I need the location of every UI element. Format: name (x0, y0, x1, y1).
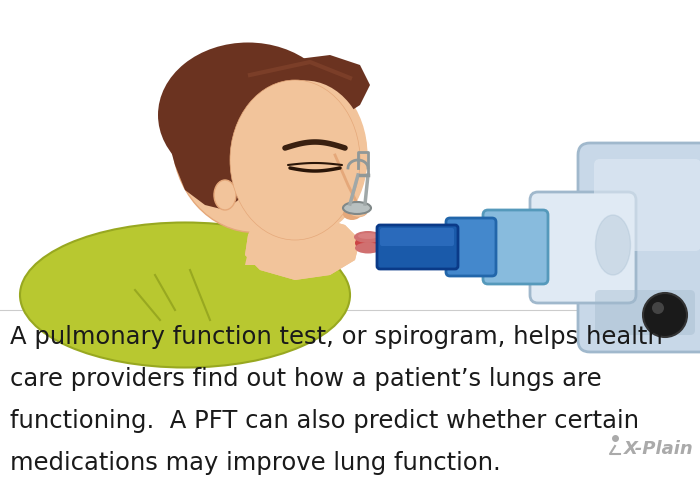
Ellipse shape (230, 80, 360, 240)
FancyBboxPatch shape (380, 228, 454, 246)
Text: A pulmonary function test, or spirogram, helps health: A pulmonary function test, or spirogram,… (10, 325, 663, 349)
FancyBboxPatch shape (595, 290, 695, 335)
Circle shape (652, 302, 664, 314)
Ellipse shape (242, 81, 368, 236)
FancyBboxPatch shape (483, 210, 548, 284)
Polygon shape (270, 55, 370, 122)
FancyBboxPatch shape (594, 159, 700, 251)
Ellipse shape (343, 208, 361, 220)
Text: functioning.  A PFT can also predict whether certain: functioning. A PFT can also predict whet… (10, 409, 639, 433)
FancyBboxPatch shape (446, 218, 496, 276)
Ellipse shape (343, 202, 371, 214)
Ellipse shape (358, 233, 378, 239)
Ellipse shape (355, 235, 385, 251)
Polygon shape (168, 88, 265, 210)
Ellipse shape (354, 231, 382, 243)
FancyBboxPatch shape (377, 225, 458, 269)
Polygon shape (245, 210, 360, 280)
Polygon shape (245, 220, 305, 265)
FancyBboxPatch shape (578, 143, 700, 352)
Ellipse shape (596, 215, 631, 275)
Polygon shape (245, 210, 360, 280)
Ellipse shape (214, 180, 236, 210)
Text: care providers find out how a patient’s lungs are: care providers find out how a patient’s … (10, 367, 601, 391)
Circle shape (643, 293, 687, 337)
Ellipse shape (355, 242, 381, 253)
Ellipse shape (172, 48, 337, 232)
Ellipse shape (158, 43, 338, 188)
Ellipse shape (20, 223, 350, 368)
Ellipse shape (223, 70, 368, 240)
Ellipse shape (348, 203, 368, 217)
FancyBboxPatch shape (530, 192, 636, 303)
Text: medications may improve lung function.: medications may improve lung function. (10, 451, 500, 475)
Text: X-Plain: X-Plain (624, 440, 694, 458)
